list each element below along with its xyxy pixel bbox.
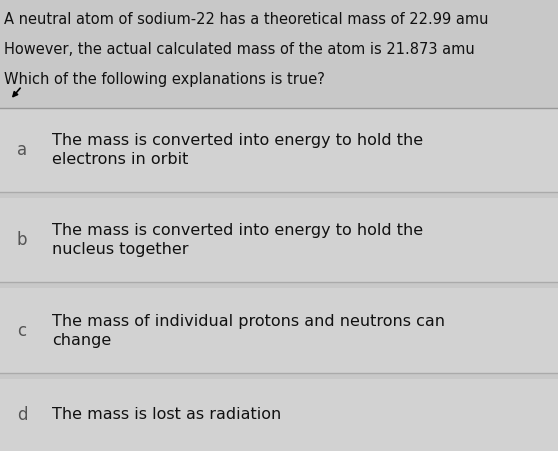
Text: d: d [17, 406, 27, 424]
Text: nucleus together: nucleus together [52, 242, 189, 258]
Text: change: change [52, 332, 111, 348]
Bar [0, 373, 558, 379]
Text: Which of the following explanations is true?: Which of the following explanations is t… [4, 72, 325, 87]
Bar [0, 379, 558, 451]
Bar [0, 192, 558, 198]
Text: The mass is converted into energy to hold the: The mass is converted into energy to hol… [52, 223, 423, 238]
Text: A neutral atom of sodium-22 has a theoretical mass of 22.99 amu: A neutral atom of sodium-22 has a theore… [4, 12, 488, 27]
Text: c: c [17, 322, 27, 340]
Text: The mass is converted into energy to hold the: The mass is converted into energy to hol… [52, 133, 423, 148]
Text: However, the actual calculated mass of the atom is 21.873 amu: However, the actual calculated mass of t… [4, 42, 475, 57]
Bar [0, 108, 558, 192]
Bar [0, 0, 558, 108]
Bar [0, 289, 558, 373]
Bar [0, 282, 558, 289]
Text: The mass is lost as radiation: The mass is lost as radiation [52, 407, 281, 422]
Text: a: a [17, 141, 27, 159]
Text: b: b [17, 231, 27, 249]
Text: The mass of individual protons and neutrons can: The mass of individual protons and neutr… [52, 313, 445, 328]
Bar [0, 198, 558, 282]
Text: electrons in orbit: electrons in orbit [52, 152, 189, 167]
